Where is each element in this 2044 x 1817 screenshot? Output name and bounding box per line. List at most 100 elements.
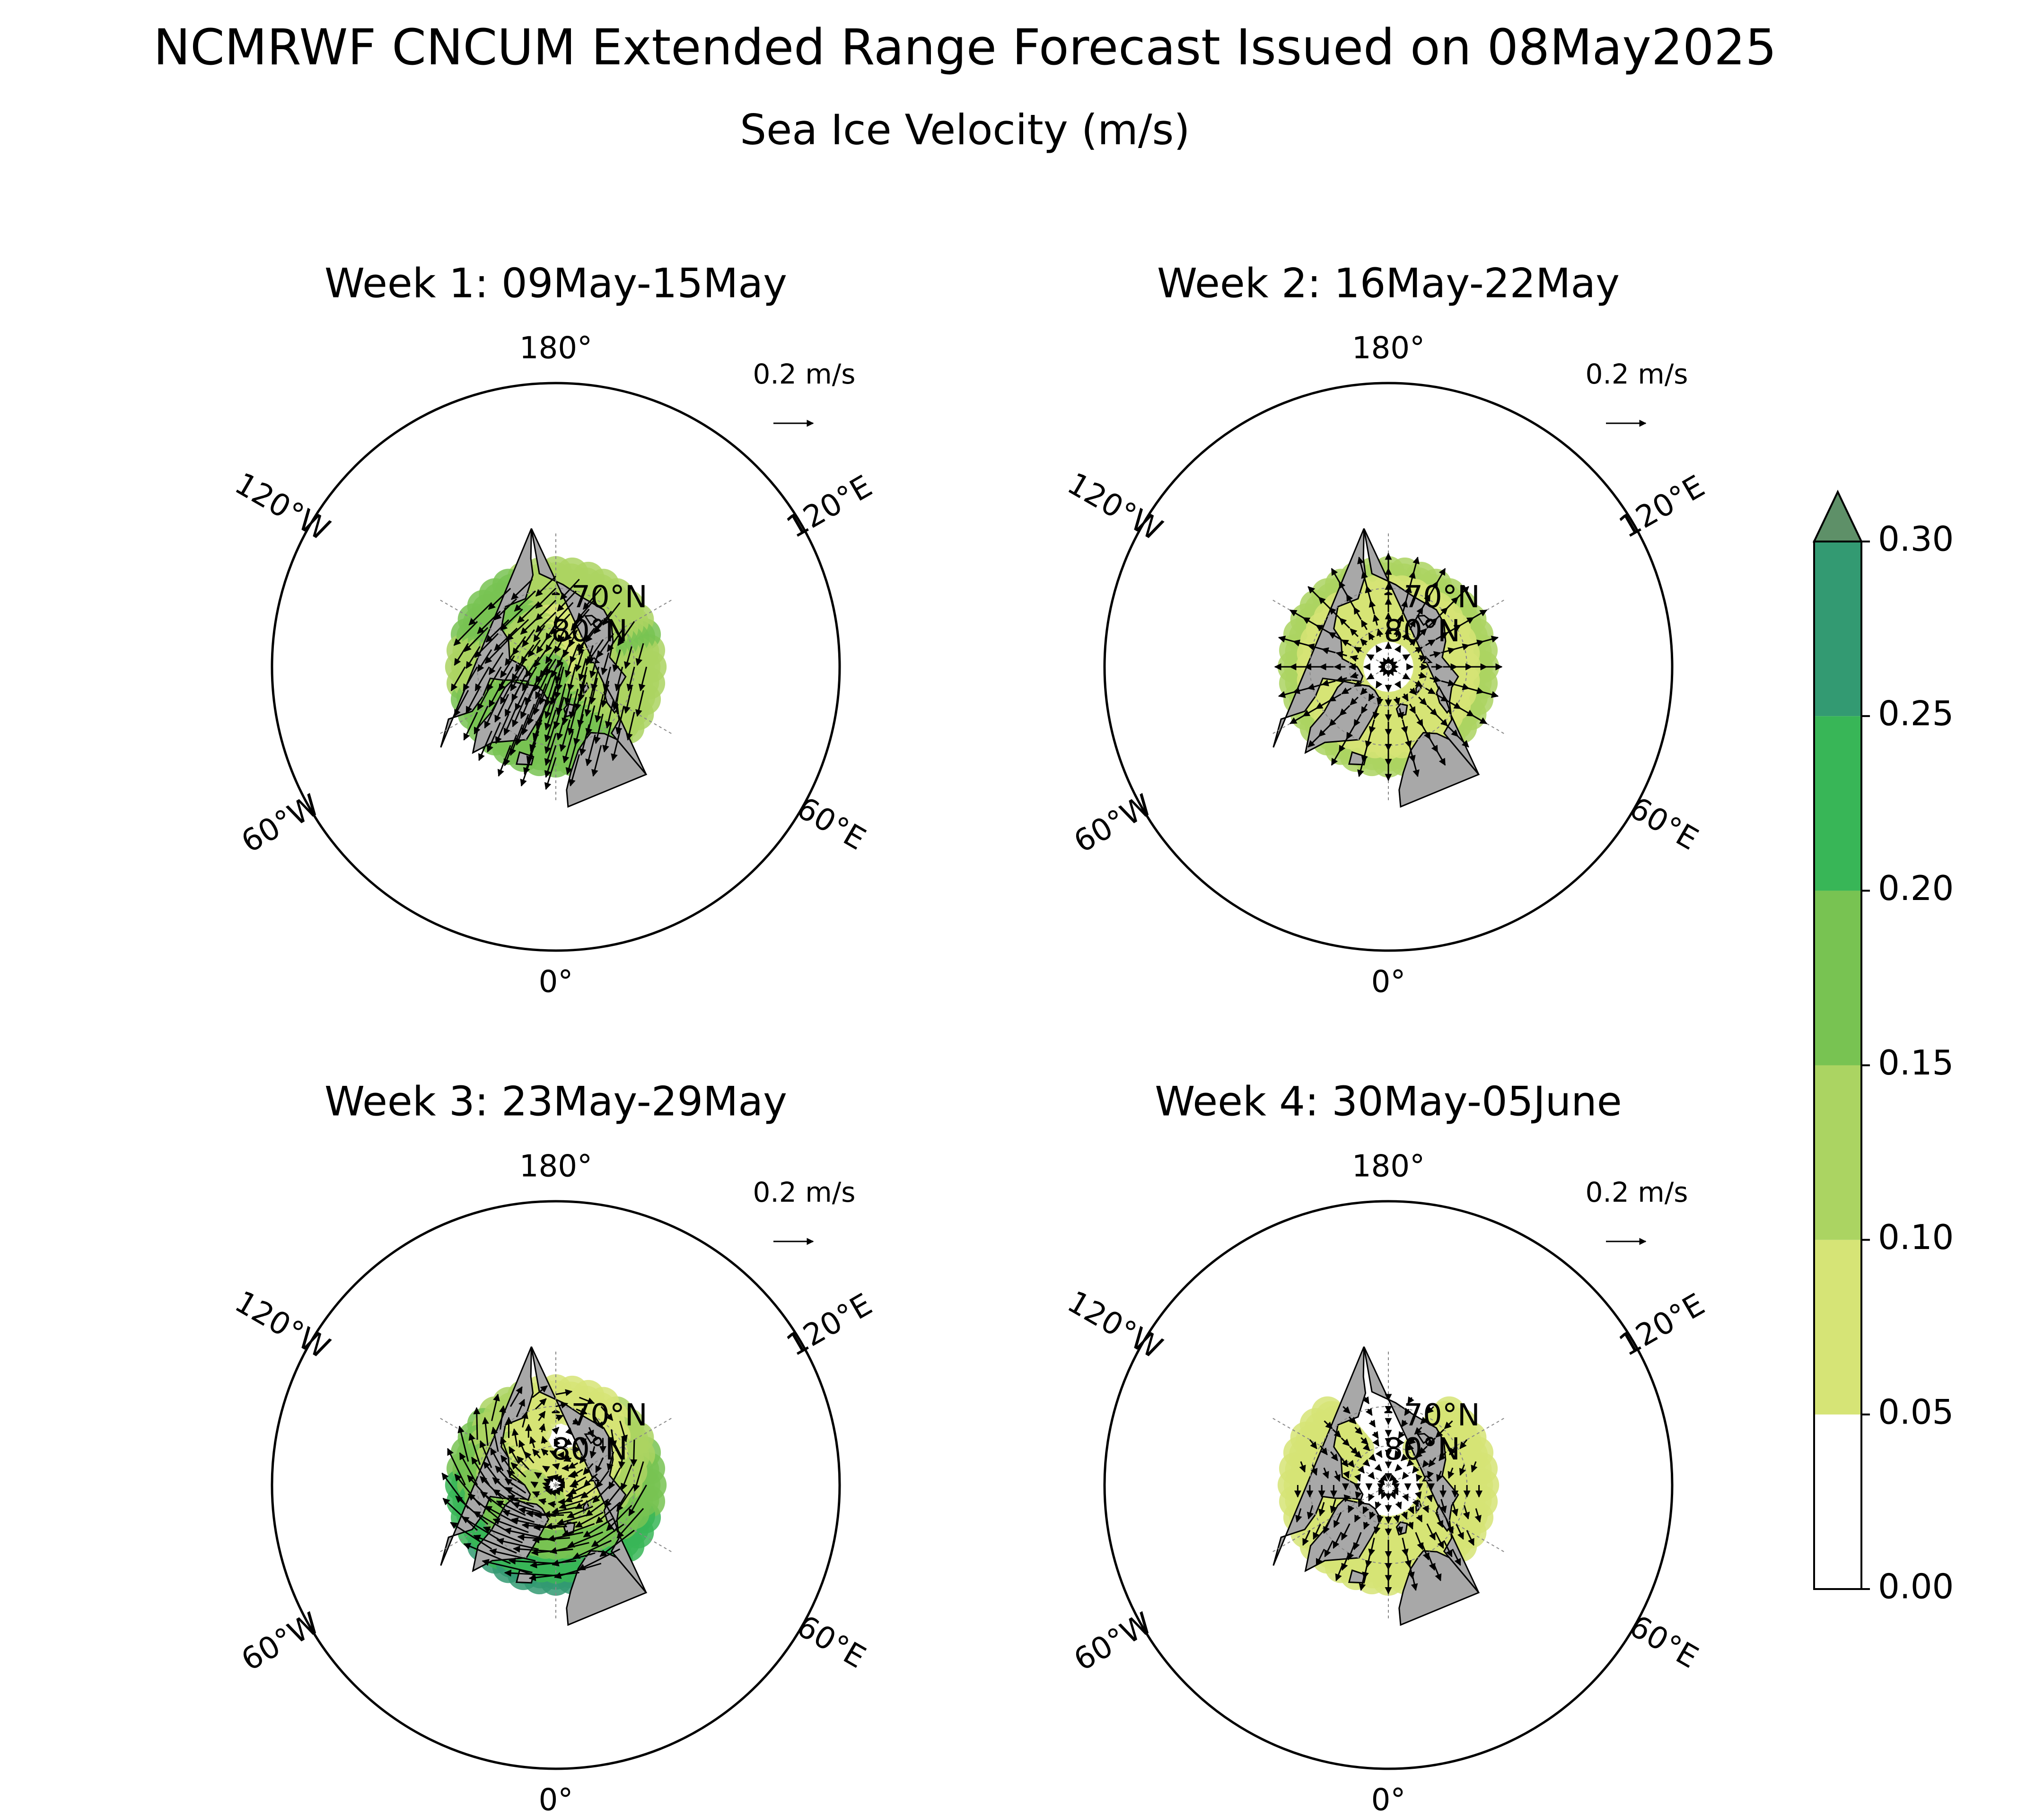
velocity-arrow bbox=[1353, 1532, 1362, 1550]
velocity-arrow bbox=[506, 619, 529, 641]
velocity-arrow bbox=[503, 705, 518, 736]
velocity-arrow bbox=[1440, 1499, 1447, 1513]
velocity-arrow bbox=[572, 1418, 580, 1425]
lat-label-70: 70°N bbox=[571, 580, 647, 615]
velocity-arrow bbox=[1444, 1420, 1453, 1429]
velocity-arrow bbox=[515, 651, 530, 672]
lon-label-upper_right: 120°E bbox=[1614, 469, 1711, 545]
velocity-arrow bbox=[552, 1427, 560, 1435]
map-panel: Week 2: 16May-22May 70°N80°N 180° 0° 120°W 12… bbox=[1061, 260, 1711, 999]
velocity-arrow bbox=[1425, 639, 1436, 646]
velocity-arrow bbox=[1452, 683, 1470, 690]
velocity-arrow bbox=[600, 1406, 614, 1421]
lon-label-lower_right: 60°E bbox=[791, 791, 871, 857]
velocity-arrow bbox=[1446, 699, 1462, 709]
velocity-arrow bbox=[1427, 1437, 1436, 1446]
velocity-arrow bbox=[553, 602, 574, 623]
velocity-arrow bbox=[551, 1506, 578, 1515]
velocity-arrow bbox=[579, 1454, 587, 1464]
velocity-arrow bbox=[1346, 594, 1356, 610]
velocity-arrow bbox=[1451, 1502, 1458, 1517]
velocity-arrow bbox=[1406, 1443, 1414, 1451]
velocity-arrow bbox=[1445, 1518, 1454, 1534]
velocity-arrow bbox=[504, 1527, 542, 1539]
landmass-eurasia bbox=[1363, 528, 1480, 775]
velocity-arrow bbox=[1346, 724, 1356, 740]
colorbar-tick-label: 0.15 bbox=[1878, 1043, 1954, 1083]
velocity-arrow bbox=[626, 666, 635, 691]
velocity-arrow bbox=[1333, 1470, 1341, 1482]
velocity-arrow bbox=[542, 1465, 550, 1473]
velocity-arrow bbox=[1299, 1461, 1306, 1473]
velocity-arrow bbox=[1366, 654, 1375, 661]
velocity-arrow bbox=[552, 1552, 596, 1567]
velocity-arrow bbox=[616, 1508, 644, 1539]
velocity-arrow bbox=[1320, 1445, 1328, 1456]
lon-label-lower_left: 60°W bbox=[236, 788, 325, 860]
lat-label-80: 80°N bbox=[552, 1432, 628, 1467]
velocity-arrow bbox=[1404, 1408, 1412, 1416]
velocity-arrow bbox=[538, 1411, 546, 1421]
velocity-arrow bbox=[1402, 1471, 1409, 1480]
velocity-arrow bbox=[557, 625, 568, 642]
velocity-arrow bbox=[504, 1478, 526, 1494]
velocity-arrow bbox=[474, 666, 490, 691]
velocity-arrow bbox=[554, 1563, 602, 1579]
velocity-arrow bbox=[1441, 679, 1456, 687]
velocity-arrow bbox=[480, 1491, 509, 1513]
velocity-arrow bbox=[488, 652, 504, 675]
lat-label-70: 70°N bbox=[571, 1398, 647, 1433]
velocity-arrow bbox=[1412, 1499, 1419, 1507]
velocity-arrow bbox=[491, 1393, 500, 1421]
velocity-arrow bbox=[544, 674, 557, 708]
velocity-arrow bbox=[1397, 614, 1404, 626]
velocity-arrow bbox=[1415, 646, 1423, 654]
velocity-arrow bbox=[532, 1449, 541, 1459]
velocity-arrow bbox=[478, 730, 492, 761]
velocity-arrow bbox=[482, 1559, 533, 1573]
velocity-arrow bbox=[1353, 607, 1362, 620]
velocity-arrow bbox=[594, 611, 612, 634]
velocity-arrow bbox=[454, 690, 469, 717]
velocity-arrow bbox=[573, 1445, 580, 1454]
velocity-arrow bbox=[534, 1472, 542, 1479]
velocity-arrow bbox=[554, 663, 563, 684]
velocity-arrow bbox=[1335, 651, 1347, 658]
lon-label-top: 180° bbox=[519, 1149, 592, 1184]
velocity-arrow bbox=[1409, 638, 1417, 646]
velocity-arrow bbox=[1354, 1450, 1362, 1459]
panel-title: Week 3: 23May-29May bbox=[325, 1078, 787, 1125]
velocity-arrow bbox=[583, 1473, 598, 1487]
velocity-arrow bbox=[517, 602, 539, 623]
velocity-arrow bbox=[1350, 697, 1359, 706]
velocity-arrow bbox=[596, 633, 614, 658]
velocity-arrow bbox=[585, 705, 596, 736]
lon-label-top: 180° bbox=[1352, 1149, 1425, 1184]
velocity-arrow bbox=[551, 613, 570, 635]
velocity-arrows bbox=[1274, 552, 1503, 781]
velocity-arrow bbox=[575, 1495, 598, 1510]
velocity-arrow bbox=[582, 588, 602, 610]
lat-label-70: 70°N bbox=[1404, 580, 1480, 615]
velocity-arrow bbox=[1379, 665, 1387, 673]
velocity-arrow bbox=[1307, 643, 1325, 651]
velocity-arrow bbox=[1373, 1526, 1381, 1534]
velocity-arrow bbox=[1393, 628, 1401, 637]
velocity-arrow bbox=[619, 1421, 628, 1442]
velocity-arrow bbox=[556, 1514, 587, 1526]
velocity-arrow bbox=[1404, 731, 1412, 748]
velocity-arrow bbox=[623, 646, 632, 669]
velocity-arrow bbox=[525, 656, 540, 678]
landmass-nsiberian bbox=[584, 615, 599, 626]
velocity-arrow bbox=[511, 674, 526, 702]
velocity-arrow bbox=[473, 1407, 481, 1440]
velocity-arrow bbox=[601, 652, 610, 675]
velocity-arrow bbox=[1418, 655, 1427, 662]
velocity-arrow bbox=[533, 649, 547, 668]
velocity-arrow bbox=[450, 1521, 492, 1550]
velocity-arrow bbox=[1369, 719, 1376, 734]
velocity-arrow bbox=[486, 666, 502, 691]
reference-vector-label: 0.2 m/s bbox=[753, 1176, 856, 1208]
landmass-wrangel bbox=[552, 1409, 560, 1414]
